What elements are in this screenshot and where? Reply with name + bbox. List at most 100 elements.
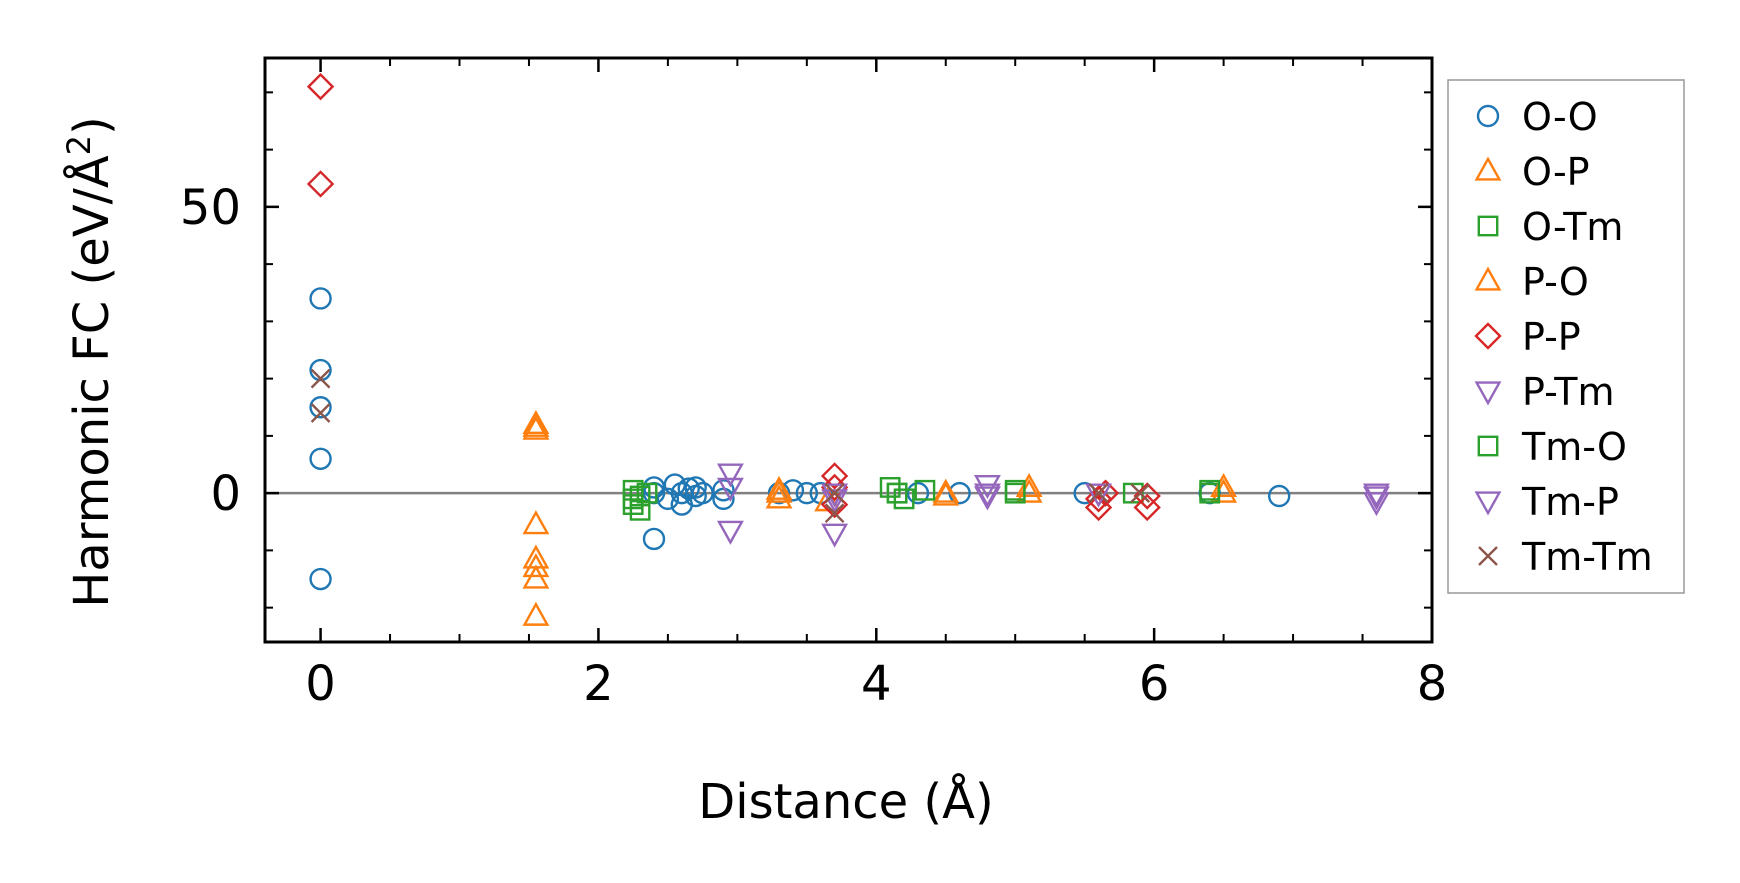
data-point [1362, 492, 1390, 517]
data-point [629, 485, 651, 507]
data-point [522, 510, 550, 535]
data-point [309, 567, 332, 591]
data-point [914, 479, 936, 501]
data-point [306, 170, 335, 198]
data-point [691, 481, 714, 505]
legend-entry: Tm-O [1477, 425, 1627, 469]
data-point [716, 477, 744, 502]
data-point [522, 409, 550, 435]
legend-box [1447, 79, 1685, 594]
data-point [656, 487, 680, 511]
data-point [684, 476, 707, 499]
legend-marker [1477, 435, 1499, 457]
data-point [1084, 485, 1113, 513]
data-point [636, 482, 658, 504]
data-point [1130, 483, 1151, 503]
legend-entry: Tm-P [1474, 480, 1619, 524]
series-tm-p [821, 483, 1390, 514]
data-point [677, 477, 700, 500]
y-axis-label: Harmonic FC (eV/Å2) [60, 116, 120, 608]
data-point [1133, 493, 1161, 522]
series-tm-tm [310, 368, 1151, 524]
x-tick-label: 4 [861, 656, 892, 712]
legend-label: Tm-P [1521, 480, 1619, 524]
data-point [973, 474, 1001, 500]
legend-marker [1474, 322, 1502, 350]
legend-entry: Tm-Tm [1478, 535, 1653, 579]
data-point [629, 499, 651, 521]
data-points-layer [306, 72, 1390, 626]
legend-label: P-P [1522, 315, 1581, 359]
legend-label: Tm-O [1521, 425, 1627, 469]
data-point [879, 477, 901, 498]
x-axis-label: Distance (Å) [698, 773, 993, 830]
data-point [1267, 484, 1291, 508]
data-point [522, 564, 550, 589]
series-tm-o [629, 479, 1221, 507]
y-axis-label-main: Harmonic FC (eV/Å [63, 155, 120, 608]
legend-marker [1476, 104, 1500, 128]
series-o-o [309, 287, 1291, 591]
data-point [765, 478, 793, 503]
plot-frame [263, 56, 1434, 644]
legend-entry: O-P [1474, 150, 1590, 194]
legend-label: O-Tm [1522, 205, 1623, 249]
legend-entry: O-Tm [1477, 205, 1623, 249]
data-point [1085, 483, 1113, 508]
data-point [795, 481, 819, 505]
x-tick-label: 6 [1139, 656, 1170, 712]
legend-marker [1474, 491, 1502, 516]
data-point [821, 523, 849, 548]
data-point [820, 462, 849, 490]
legend-marker [1478, 546, 1498, 566]
data-point [1004, 479, 1026, 501]
y-tick-label: 0 [210, 466, 241, 522]
data-point [765, 484, 793, 509]
y-axis-label-close: ) [64, 116, 120, 135]
x-tick-label: 0 [305, 656, 336, 712]
legend-entry: O-O [1476, 95, 1598, 139]
data-point [1088, 483, 1109, 503]
data-point [306, 72, 335, 101]
data-point [1091, 479, 1120, 507]
legend-label: P-O [1522, 260, 1589, 304]
y-axis-label-sup: 2 [60, 135, 98, 155]
data-point [716, 463, 744, 488]
legend-label: P-Tm [1522, 370, 1615, 414]
legend-marker [1474, 381, 1502, 406]
data-point [522, 553, 550, 578]
series-p-tm [716, 463, 1390, 548]
legend-entry: P-O [1474, 260, 1589, 304]
legend-entry: P-P [1474, 315, 1581, 359]
legend-entry: P-Tm [1474, 370, 1615, 414]
data-point [906, 481, 930, 505]
data-point [1362, 483, 1390, 508]
data-point [824, 483, 845, 503]
data-point [824, 503, 845, 524]
data-point [1122, 482, 1144, 504]
x-tick-label: 8 [1417, 656, 1448, 712]
data-point [642, 527, 666, 551]
legend-marker [1477, 215, 1499, 237]
data-point [522, 412, 550, 437]
data-point [821, 489, 849, 514]
series-o-p [522, 409, 1238, 626]
data-point [973, 486, 1001, 511]
y-tick-label: 50 [180, 180, 241, 236]
data-point [820, 473, 849, 502]
legend-label: O-P [1522, 150, 1590, 194]
data-point [932, 481, 960, 506]
legend-label: Tm-Tm [1521, 535, 1653, 579]
data-point [309, 287, 332, 310]
data-point [522, 415, 550, 440]
data-point [309, 396, 332, 419]
data-point [712, 479, 735, 502]
data-point [765, 475, 793, 500]
x-tick-label: 2 [583, 656, 614, 712]
axes-layer: 0 2 4 6 8 0 50 [180, 56, 1448, 712]
data-point [309, 447, 332, 470]
data-point [932, 478, 960, 503]
data-point [973, 483, 1001, 508]
series-p-p [306, 72, 1161, 522]
